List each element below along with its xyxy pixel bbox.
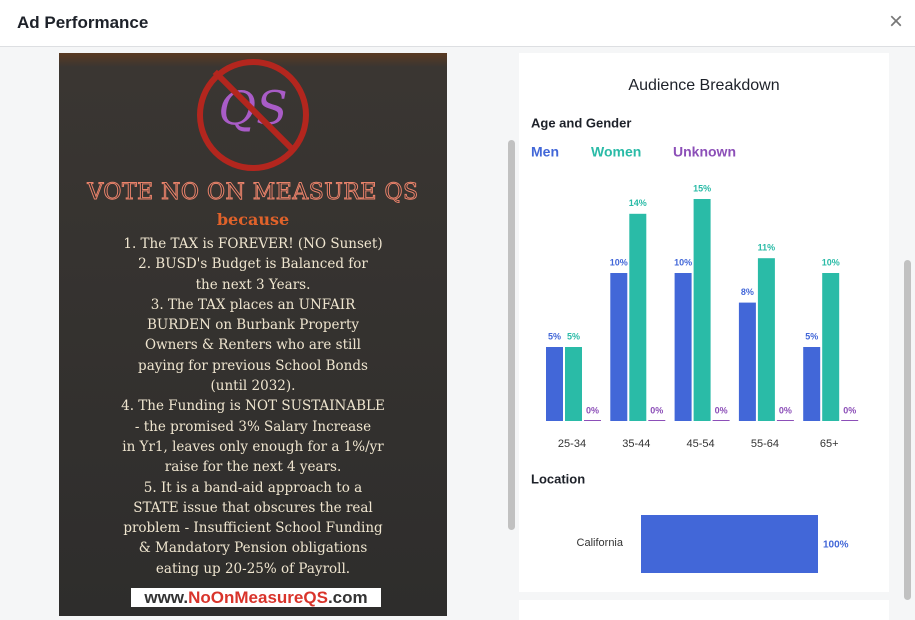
close-button[interactable]: ×: [888, 8, 903, 35]
scrollbar[interactable]: [904, 260, 911, 600]
bar: [546, 347, 563, 421]
bar: [584, 420, 601, 421]
bar: [648, 420, 666, 421]
x-tick-label: 65+: [820, 438, 839, 450]
ad-image: QS VOTE NO ON MEASURE QS because 1. The …: [59, 53, 447, 616]
poster-line: STATE issue that obscures the real: [133, 499, 373, 516]
legend-entry: Women: [591, 144, 641, 160]
dialog-title: Ad Performance: [17, 13, 149, 32]
bar: [641, 515, 818, 573]
bar: [822, 273, 840, 421]
url-part: NoOnMeasureQS: [188, 588, 328, 607]
poster-line: eating up 20-25% of Payroll.: [155, 560, 351, 577]
x-tick-label: 55-64: [751, 438, 779, 450]
bar: [610, 273, 628, 421]
poster-line: 5. It is a band-aid approach to a: [143, 479, 363, 496]
value-label: 10%: [674, 257, 692, 267]
value-label: 11%: [758, 243, 776, 253]
poster-line: 2. BUSD's Budget is Balanced for: [138, 256, 368, 273]
bar: [565, 347, 582, 421]
value-label: 0%: [779, 405, 792, 415]
value-label: 14%: [629, 198, 647, 208]
bar: [757, 258, 775, 421]
url: www.NoOnMeasureQS.com: [131, 588, 381, 607]
bar: [712, 420, 730, 421]
x-tick-label: 25-34: [558, 438, 586, 450]
bar: [629, 213, 647, 421]
scrollbar[interactable]: [508, 140, 515, 530]
poster-line: Owners & Renters who are still: [145, 337, 361, 354]
value-label: 15%: [693, 183, 711, 193]
bar: [674, 273, 692, 421]
poster-line: 1. The TAX is FOREVER! (NO Sunset): [123, 236, 383, 252]
card: [519, 600, 889, 620]
bar: [841, 420, 859, 421]
chart-title: Location: [531, 471, 585, 486]
poster-line: - the promised 3% Salary Increase: [134, 418, 372, 435]
poster-line: 3. The TAX places an UNFAIR: [150, 296, 356, 313]
headline: VOTE NO ON MEASURE QS: [87, 180, 419, 206]
value-label: 0%: [843, 405, 856, 415]
poster-line: (until 2032).: [210, 378, 296, 395]
poster-line: paying for previous School Bonds: [138, 357, 368, 374]
legend-entry: Men: [531, 144, 559, 160]
legend-entry: Unknown: [673, 144, 736, 160]
url-part: .com: [327, 588, 368, 607]
value-label: 0%: [715, 405, 728, 415]
poster-line: BURDEN on Burbank Property: [146, 317, 360, 334]
value-label: 5%: [567, 331, 580, 341]
x-tick-label: 45-54: [687, 438, 715, 450]
poster-line: 4. The Funding is NOT SUSTAINABLE: [121, 398, 385, 415]
bar: [738, 302, 756, 421]
logo-circle: [197, 59, 309, 171]
header: Ad Performance ×: [0, 0, 915, 47]
value-label: 0%: [650, 405, 663, 415]
url-part: www.: [144, 588, 189, 607]
poster-line: problem - Insufficient School Funding: [123, 520, 383, 537]
chart-title: Age and Gender: [531, 115, 631, 130]
value-label: 5%: [805, 331, 818, 341]
section-title: Audience Breakdown: [628, 77, 779, 94]
x-tick-label: 35-44: [622, 438, 650, 450]
poster-line: raise for the next 4 years.: [164, 459, 342, 476]
value-label: 5%: [548, 331, 561, 341]
value-label: 100%: [823, 540, 849, 551]
subhead: because: [216, 210, 290, 229]
value-label: 10%: [822, 257, 840, 267]
value-label: 8%: [741, 287, 754, 297]
value-label: 0%: [586, 405, 599, 415]
poster-text: 1. The TAX is FOREVER! (NO Sunset) 2. BUS…: [59, 234, 447, 579]
y-tick-label: California: [577, 537, 624, 549]
value-label: 10%: [610, 257, 628, 267]
bar: [693, 199, 711, 421]
poster-line: the next 3 Years.: [195, 276, 311, 293]
poster-line: in Yr1, leaves only enough for a 1%/yr: [122, 438, 384, 455]
poster-line: & Mandatory Pension obligations: [138, 540, 368, 557]
bar: [803, 347, 821, 421]
bar: [776, 420, 794, 421]
